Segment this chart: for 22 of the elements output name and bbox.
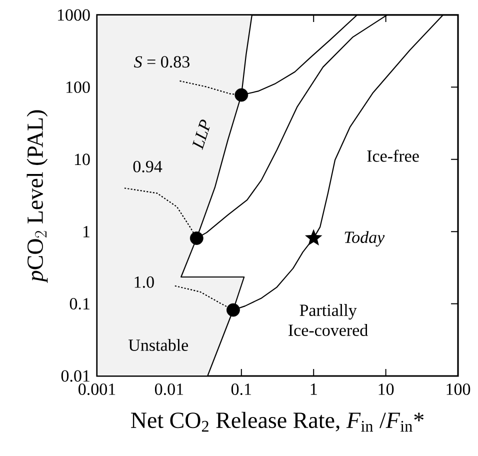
y-tick-label: 1000 — [58, 9, 90, 21]
annotation: Today — [344, 231, 385, 247]
x-tick-label: 1 — [310, 384, 317, 395]
y-tick-label: 0.1 — [70, 298, 90, 310]
x-tick-label: 10 — [378, 384, 394, 395]
x-tick-label: 100 — [446, 384, 470, 395]
annotation: Partially Ice-covered — [288, 304, 368, 336]
annotation: Unstable — [128, 338, 188, 351]
y-tick-label: 1 — [83, 226, 90, 238]
text: Net CO$_{2}$ Release Rate, F$_{in}$ /F$_{in}$* — [131, 412, 424, 432]
annotation: 0.94 — [133, 160, 162, 172]
y-tick-label: 0.01 — [61, 370, 90, 382]
annotation: Ice-free — [367, 150, 419, 162]
y-tick-label: 10 — [74, 154, 90, 166]
annotation: LLP — [192, 120, 210, 150]
x-tick-label: 0.001 — [78, 384, 116, 396]
annotation: S = 0.83 — [134, 56, 190, 68]
x-tick-label: 0.1 — [231, 384, 252, 396]
y-axis-title: $\mathit{p}\text{CO}_{2}\text{ Level (PAL)}$ — [26, 110, 48, 284]
x-tick-label: 0.01 — [154, 384, 184, 396]
annotation: 1.0 — [134, 276, 154, 288]
y-tick-label: 100 — [66, 81, 90, 93]
